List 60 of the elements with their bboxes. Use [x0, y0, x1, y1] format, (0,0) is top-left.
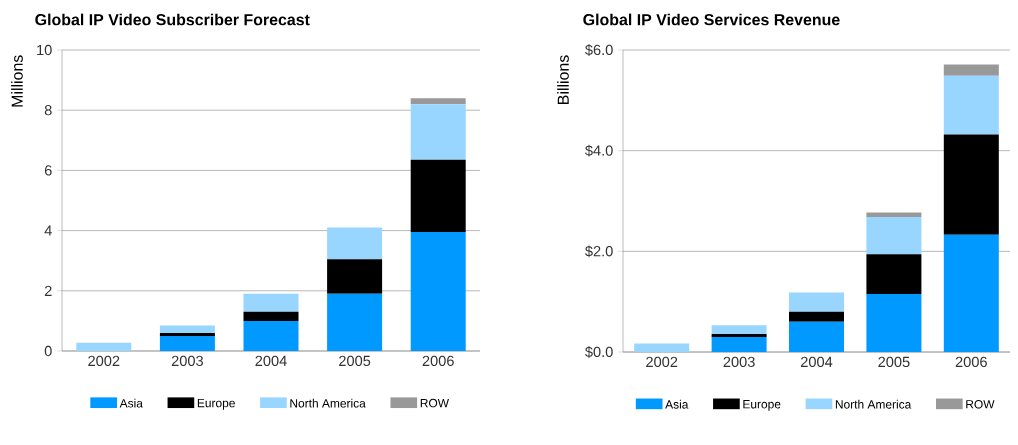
bar	[410, 98, 466, 105]
x-tick-label: 2005	[339, 355, 371, 367]
bar	[866, 217, 922, 255]
x-tick-label: 2002	[88, 355, 120, 367]
y-tick-label: 8	[44, 105, 52, 116]
y-axis-title: Millions	[11, 55, 23, 107]
bar	[711, 325, 767, 334]
chart-title: Global IP Video Subscriber Forecast	[35, 13, 310, 26]
y-tick-label: 2	[44, 285, 52, 296]
bar	[410, 104, 466, 160]
x-tick-label: 2005	[878, 356, 910, 368]
y-axis-title: Billions	[557, 55, 569, 104]
bar	[943, 75, 999, 135]
bar	[866, 254, 922, 295]
y-tick-label: 0	[44, 345, 52, 357]
y-tick-label: $4.0	[585, 144, 613, 157]
legend-label: North America	[835, 399, 912, 409]
x-tick-label: 2003	[723, 356, 755, 368]
bar	[76, 342, 132, 351]
legend-label: Europe	[743, 400, 781, 411]
legend-label: Europe	[197, 398, 235, 410]
legend-label: Asia	[665, 399, 689, 409]
x-tick-label: 2004	[255, 355, 287, 367]
bar	[243, 293, 299, 312]
bar	[711, 333, 767, 337]
bar	[327, 293, 383, 351]
bar	[159, 332, 215, 336]
bar	[789, 311, 845, 322]
x-tick-label: 2006	[955, 356, 987, 368]
bar	[943, 234, 999, 352]
bar	[327, 259, 383, 294]
legend-label: ROW	[966, 400, 995, 409]
bar	[410, 232, 466, 351]
legend-label: ROW	[420, 398, 449, 408]
legend-label: North America	[290, 398, 366, 408]
bar	[634, 343, 690, 352]
x-tick-label: 2003	[171, 355, 203, 367]
bar	[159, 325, 215, 333]
y-tick-label: 4	[44, 225, 52, 236]
bar	[159, 335, 215, 351]
bar	[711, 336, 767, 352]
x-tick-label: 2004	[800, 356, 833, 368]
legend-label: Asia	[119, 398, 143, 408]
y-tick-label: $6.0	[585, 44, 613, 56]
y-tick-label: $2.0	[585, 245, 613, 258]
y-tick-label: 6	[44, 165, 52, 176]
bar	[243, 320, 299, 351]
bar	[789, 321, 845, 352]
bar	[410, 159, 466, 233]
x-tick-label: 2006	[422, 355, 454, 367]
chart-title: Global IP Video Services Revenue	[583, 13, 840, 26]
bar	[943, 64, 999, 76]
bar	[243, 311, 299, 321]
y-tick-label: 10	[37, 44, 52, 56]
bar	[866, 294, 922, 352]
bar	[943, 134, 999, 235]
x-tick-label: 2002	[646, 356, 678, 368]
bar	[327, 227, 383, 260]
bar	[789, 292, 845, 312]
y-tick-label: $0.0	[585, 346, 613, 358]
